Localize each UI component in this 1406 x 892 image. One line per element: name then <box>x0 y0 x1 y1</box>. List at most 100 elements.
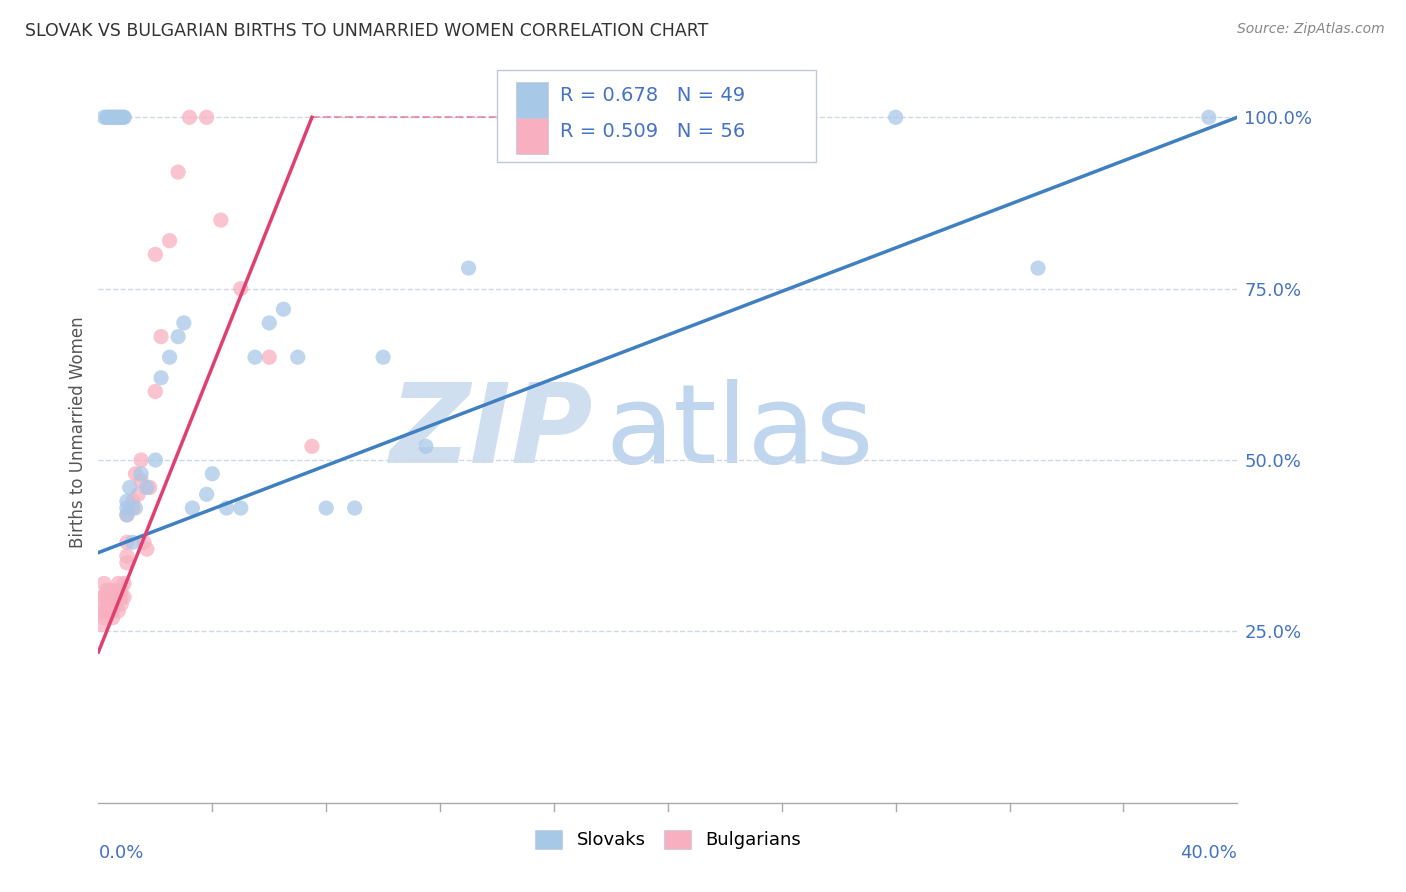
Point <box>173 316 195 330</box>
Point <box>145 453 167 467</box>
Point <box>259 316 281 330</box>
Point <box>98 583 121 598</box>
Point <box>90 604 112 618</box>
Point <box>138 480 160 494</box>
Point <box>373 350 395 364</box>
Point <box>159 234 181 248</box>
Point <box>229 282 252 296</box>
Point <box>115 508 138 522</box>
Point <box>132 535 155 549</box>
Legend: Slovaks, Bulgarians: Slovaks, Bulgarians <box>527 823 808 856</box>
Point <box>110 597 132 611</box>
Point <box>301 439 323 453</box>
Point <box>118 480 141 494</box>
Y-axis label: Births to Unmarried Women: Births to Unmarried Women <box>69 317 87 549</box>
Point <box>145 247 167 261</box>
Point <box>145 384 167 399</box>
Point <box>124 467 146 481</box>
FancyBboxPatch shape <box>516 118 548 153</box>
Point <box>90 590 112 604</box>
Point <box>124 501 146 516</box>
Point <box>96 583 118 598</box>
Point <box>315 501 337 516</box>
Point <box>101 590 124 604</box>
Point <box>90 617 112 632</box>
Point <box>657 110 679 124</box>
Point <box>112 576 135 591</box>
Point <box>243 350 266 364</box>
Point <box>104 590 127 604</box>
Point <box>209 213 232 227</box>
Point <box>195 487 218 501</box>
Point <box>104 110 127 124</box>
Point <box>96 597 118 611</box>
Point <box>1198 110 1220 124</box>
Point <box>112 110 135 124</box>
Point <box>110 110 132 124</box>
Point <box>101 597 124 611</box>
Point <box>110 110 132 124</box>
Text: atlas: atlas <box>605 379 873 486</box>
Point <box>101 610 124 624</box>
Point <box>93 576 115 591</box>
Point <box>107 110 129 124</box>
Text: 40.0%: 40.0% <box>1181 844 1237 862</box>
Point <box>135 542 157 557</box>
Text: Source: ZipAtlas.com: Source: ZipAtlas.com <box>1237 22 1385 37</box>
Point <box>112 590 135 604</box>
Point <box>179 110 201 124</box>
Text: SLOVAK VS BULGARIAN BIRTHS TO UNMARRIED WOMEN CORRELATION CHART: SLOVAK VS BULGARIAN BIRTHS TO UNMARRIED … <box>25 22 709 40</box>
Point <box>1026 261 1049 276</box>
Point <box>107 590 129 604</box>
Text: R = 0.678   N = 49: R = 0.678 N = 49 <box>560 87 745 105</box>
Point <box>129 474 152 488</box>
Point <box>201 467 224 481</box>
Point <box>167 165 190 179</box>
Point <box>107 604 129 618</box>
Point <box>884 110 907 124</box>
Point <box>98 590 121 604</box>
Point <box>96 604 118 618</box>
Point <box>93 590 115 604</box>
Point <box>98 604 121 618</box>
Point <box>104 597 127 611</box>
Point <box>121 501 143 516</box>
Point <box>101 110 124 124</box>
Point <box>770 110 793 124</box>
Point <box>104 110 127 124</box>
Point <box>515 110 537 124</box>
Point <box>93 110 115 124</box>
Point <box>121 494 143 508</box>
Point <box>600 110 623 124</box>
Point <box>115 549 138 563</box>
Text: ZIP: ZIP <box>391 379 593 486</box>
Point <box>129 467 152 481</box>
Point <box>96 110 118 124</box>
Point <box>107 110 129 124</box>
Point <box>96 590 118 604</box>
FancyBboxPatch shape <box>516 82 548 118</box>
Point <box>93 610 115 624</box>
Point <box>107 576 129 591</box>
Point <box>96 590 118 604</box>
Point <box>167 329 190 343</box>
Point <box>195 110 218 124</box>
Point <box>93 604 115 618</box>
Point <box>112 110 135 124</box>
Point <box>115 535 138 549</box>
Point <box>98 110 121 124</box>
Point <box>110 590 132 604</box>
Point <box>343 501 366 516</box>
Point <box>127 487 149 501</box>
Point <box>96 110 118 124</box>
Point <box>287 350 309 364</box>
Point <box>150 371 173 385</box>
Point <box>229 501 252 516</box>
Point <box>159 350 181 364</box>
Text: R = 0.509   N = 56: R = 0.509 N = 56 <box>560 122 745 141</box>
Point <box>104 583 127 598</box>
Point <box>115 508 138 522</box>
Point <box>215 501 238 516</box>
Point <box>273 302 295 317</box>
Point <box>115 494 138 508</box>
